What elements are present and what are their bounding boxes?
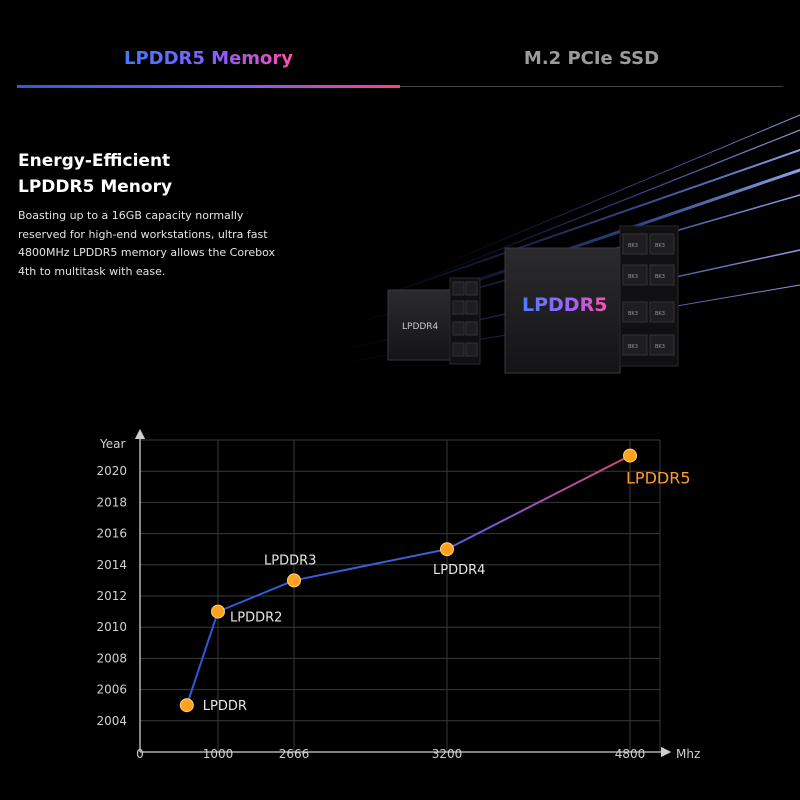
x-tick-label: 1000: [203, 747, 234, 761]
series-point-labels: LPDDR LPDDR2 LPDDR3 LPDDR4 LPDDR5: [203, 469, 691, 715]
y-tick-label: 2020: [96, 464, 127, 478]
series-points: [179, 448, 637, 713]
y-tick-label: 2014: [96, 558, 127, 572]
y-tick-label: 2012: [96, 589, 127, 603]
bank-label: BK3: [655, 344, 665, 350]
tab-bar: LPDDR5 Memory M.2 PCIe SSD: [17, 0, 783, 90]
bank-label: BK3: [628, 311, 638, 317]
bank-label: BK3: [628, 344, 638, 350]
memory-chip-illustration: LPDDR4 BK3 BK3 BK3 BK3 BK3 BK3 BK3 BK3 L…: [329, 114, 800, 374]
data-point: [623, 448, 637, 463]
data-point: [440, 542, 454, 557]
y-tick-label: 2004: [96, 714, 127, 728]
x-axis-label: Mhz: [676, 747, 700, 761]
y-tick-labels: 2004 2006 2008 2010 2012 2014 2016 2018 2020: [96, 464, 127, 728]
tab-ssd-label: M.2 PCIe SSD: [523, 48, 660, 69]
bank-label: BK3: [655, 311, 665, 317]
x-tick-label: 2666: [279, 747, 310, 761]
tab-divider: [17, 86, 783, 87]
y-tick-label: 2010: [96, 620, 127, 634]
chip-lpddr5-label: LPDDR5: [522, 294, 607, 316]
x-tick-label: 0: [136, 747, 144, 761]
feature-title-line2: LPDDR5 Menory: [18, 177, 173, 197]
chart-grid: [140, 439, 661, 752]
y-axis-label: Year: [99, 437, 125, 451]
y-tick-label: 2016: [96, 527, 127, 541]
feature-description: Boasting up to a 16GB capacity normally …: [18, 209, 276, 278]
tab-m2-pcie-ssd[interactable]: M.2 PCIe SSD: [400, 48, 783, 74]
bank-label: BK3: [628, 274, 638, 280]
x-tick-label: 3200: [432, 747, 463, 761]
feature-title-line1: Energy-Efficient: [18, 151, 171, 171]
x-tick-label: 4800: [615, 747, 646, 761]
chart-axes: [134, 428, 672, 758]
series-line: [185, 454, 631, 706]
bank-label: BK3: [655, 274, 665, 280]
chip-lpddr5: BK3 BK3 BK3 BK3 BK3 BK3 BK3 BK3 LPDDR5: [504, 225, 679, 374]
data-point: [287, 573, 301, 588]
bank-label: BK3: [628, 243, 638, 249]
active-tab-indicator: [17, 85, 400, 88]
y-tick-label: 2006: [96, 683, 127, 697]
bank-label: BK3: [655, 243, 665, 249]
y-tick-label: 2008: [96, 651, 127, 665]
data-point-label: LPDDR3: [264, 553, 316, 568]
tab-lpddr5-memory[interactable]: LPDDR5 Memory: [17, 48, 400, 74]
chip-lpddr4: LPDDR4: [387, 277, 481, 365]
data-point-label: LPDDR2: [230, 611, 282, 626]
data-point-label: LPDDR: [203, 699, 247, 714]
bank-labels: BK3 BK3 BK3 BK3 BK3 BK3 BK3 BK3: [628, 243, 665, 350]
y-tick-label: 2018: [96, 495, 127, 509]
data-point: [179, 698, 194, 713]
data-point-label: LPDDR5: [626, 469, 691, 488]
lpddr-evolution-chart: 2004 2006 2008 2010 2012 2014 2016 2018 2020 0 10…: [96, 428, 700, 761]
feature-title: Energy-Efficient LPDDR5 Menory: [18, 148, 318, 200]
data-point-label: LPDDR4: [433, 563, 485, 578]
tab-lpddr5-label: LPDDR5 Memory: [123, 48, 294, 69]
x-tick-labels: 0 1000 2666 3200 4800: [136, 747, 645, 761]
chip-lpddr4-label: LPDDR4: [402, 322, 439, 332]
data-point: [211, 604, 225, 619]
